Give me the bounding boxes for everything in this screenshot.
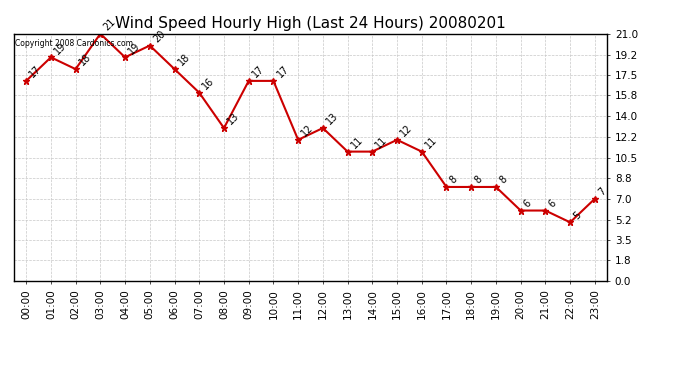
Text: 18: 18 xyxy=(77,52,92,68)
Text: 12: 12 xyxy=(398,123,414,138)
Text: 21: 21 xyxy=(101,16,117,32)
Text: 19: 19 xyxy=(126,40,142,56)
Text: 8: 8 xyxy=(448,174,460,186)
Text: Copyright 2008 Cardonics.com: Copyright 2008 Cardonics.com xyxy=(15,39,133,48)
Title: Wind Speed Hourly High (Last 24 Hours) 20080201: Wind Speed Hourly High (Last 24 Hours) 2… xyxy=(115,16,506,31)
Text: 17: 17 xyxy=(250,64,266,80)
Text: 6: 6 xyxy=(546,198,558,209)
Text: 16: 16 xyxy=(201,75,217,91)
Text: 11: 11 xyxy=(374,135,389,150)
Text: 13: 13 xyxy=(226,111,241,127)
Text: 5: 5 xyxy=(571,210,583,221)
Text: 6: 6 xyxy=(522,198,533,209)
Text: 20: 20 xyxy=(151,28,167,44)
Text: 11: 11 xyxy=(423,135,439,150)
Text: 17: 17 xyxy=(28,64,43,80)
Text: 8: 8 xyxy=(497,174,509,186)
Text: 17: 17 xyxy=(275,64,290,80)
Text: 18: 18 xyxy=(176,52,192,68)
Text: 7: 7 xyxy=(596,186,608,197)
Text: 13: 13 xyxy=(324,111,340,127)
Text: 11: 11 xyxy=(349,135,365,150)
Text: 19: 19 xyxy=(52,40,68,56)
Text: 8: 8 xyxy=(473,174,484,186)
Text: 12: 12 xyxy=(299,123,315,138)
